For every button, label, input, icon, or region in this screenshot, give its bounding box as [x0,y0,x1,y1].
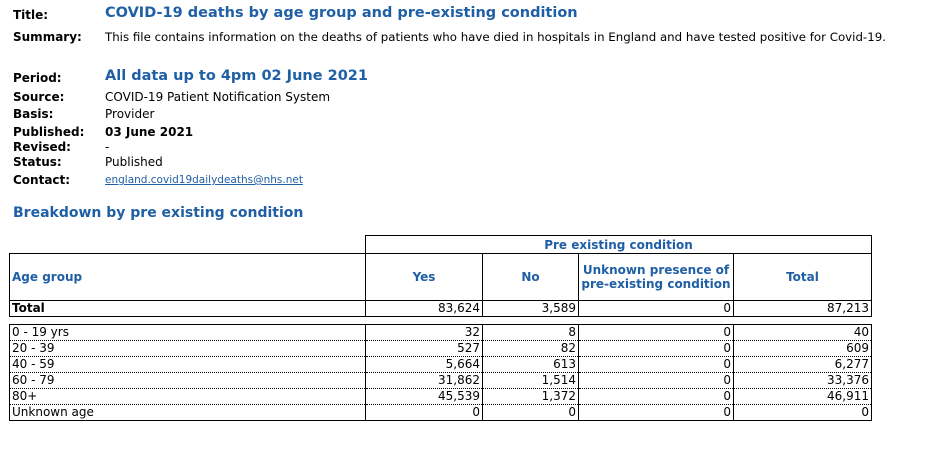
row-age-group: 0 - 19 yrs [9,324,366,341]
table-row: 0 - 19 yrs 32 8 0 40 [9,324,872,341]
row-yes: 31,862 [365,372,483,389]
contact-label: Contact: [13,173,71,187]
row-total: 33,376 [733,372,872,389]
group-header-row: Pre existing condition [10,235,872,254]
row-unknown: 0 [578,356,734,373]
total-row-label: Total [9,300,366,317]
group-header-empty [10,236,366,254]
row-yes: 0 [365,404,483,421]
group-header-pre-existing: Pre existing condition [365,235,872,254]
row-no: 82 [482,340,579,357]
status-value: Published [105,155,163,169]
summary-label: Summary: [13,30,82,44]
column-header-total: Total [733,253,872,301]
row-yes: 527 [365,340,483,357]
total-row-no: 3,589 [482,300,579,317]
row-no: 1,514 [482,372,579,389]
status-label: Status: [13,155,62,169]
table-row: 60 - 79 31,862 1,514 0 33,376 [9,372,872,389]
row-no: 613 [482,356,579,373]
row-age-group: Unknown age [9,404,366,421]
row-no: 8 [482,324,579,341]
row-age-group: 20 - 39 [9,340,366,357]
column-header-age-group: Age group [9,253,366,301]
column-header-unknown-line1: Unknown presence of [582,263,730,277]
row-yes: 5,664 [365,356,483,373]
contact-email-link[interactable]: england.covid19dailydeaths@nhs.net [105,174,303,186]
section-heading: Breakdown by pre existing condition [13,205,304,221]
source-value: COVID-19 Patient Notification System [105,90,331,104]
title-label: Title: [13,8,49,22]
total-row: Total 83,624 3,589 0 87,213 [9,300,872,317]
row-unknown: 0 [578,372,734,389]
column-header-yes: Yes [365,253,483,301]
row-unknown: 0 [578,388,734,405]
row-total: 609 [733,340,872,357]
basis-label: Basis: [13,107,54,121]
row-total: 6,277 [733,356,872,373]
row-total: 46,911 [733,388,872,405]
table-row: 20 - 39 527 82 0 609 [9,340,872,357]
row-yes: 45,539 [365,388,483,405]
row-age-group: 60 - 79 [9,372,366,389]
column-header-no: No [482,253,579,301]
row-yes: 32 [365,324,483,341]
table-row: Unknown age 0 0 0 0 [9,404,872,421]
table-row: 80+ 45,539 1,372 0 46,911 [9,388,872,405]
total-row-unknown: 0 [578,300,734,317]
published-label: Published: [13,125,85,139]
breakdown-table: Pre existing condition Age group Yes No … [9,235,872,421]
revised-label: Revised: [13,140,71,154]
row-age-group: 40 - 59 [9,356,366,373]
total-row-yes: 83,624 [365,300,483,317]
table-spacer [10,317,872,325]
row-unknown: 0 [578,324,734,341]
row-no: 1,372 [482,388,579,405]
row-total: 0 [733,404,872,421]
period-value: All data up to 4pm 02 June 2021 [105,68,368,84]
published-value: 03 June 2021 [105,125,194,139]
row-age-group: 80+ [9,388,366,405]
table-row: 40 - 59 5,664 613 0 6,277 [9,356,872,373]
summary-text: This file contains information on the de… [105,30,886,44]
row-total: 40 [733,324,872,341]
basis-value: Provider [105,107,155,121]
row-unknown: 0 [578,340,734,357]
column-header-unknown: Unknown presence of pre-existing conditi… [578,253,734,301]
row-no: 0 [482,404,579,421]
row-unknown: 0 [578,404,734,421]
total-row-total: 87,213 [733,300,872,317]
column-header-unknown-line2: pre-existing condition [581,277,731,291]
period-label: Period: [13,71,62,85]
source-label: Source: [13,90,65,104]
column-header-row: Age group Yes No Unknown presence of pre… [9,253,872,301]
revised-value: - [105,140,110,154]
page-title: COVID-19 deaths by age group and pre-exi… [105,5,578,21]
